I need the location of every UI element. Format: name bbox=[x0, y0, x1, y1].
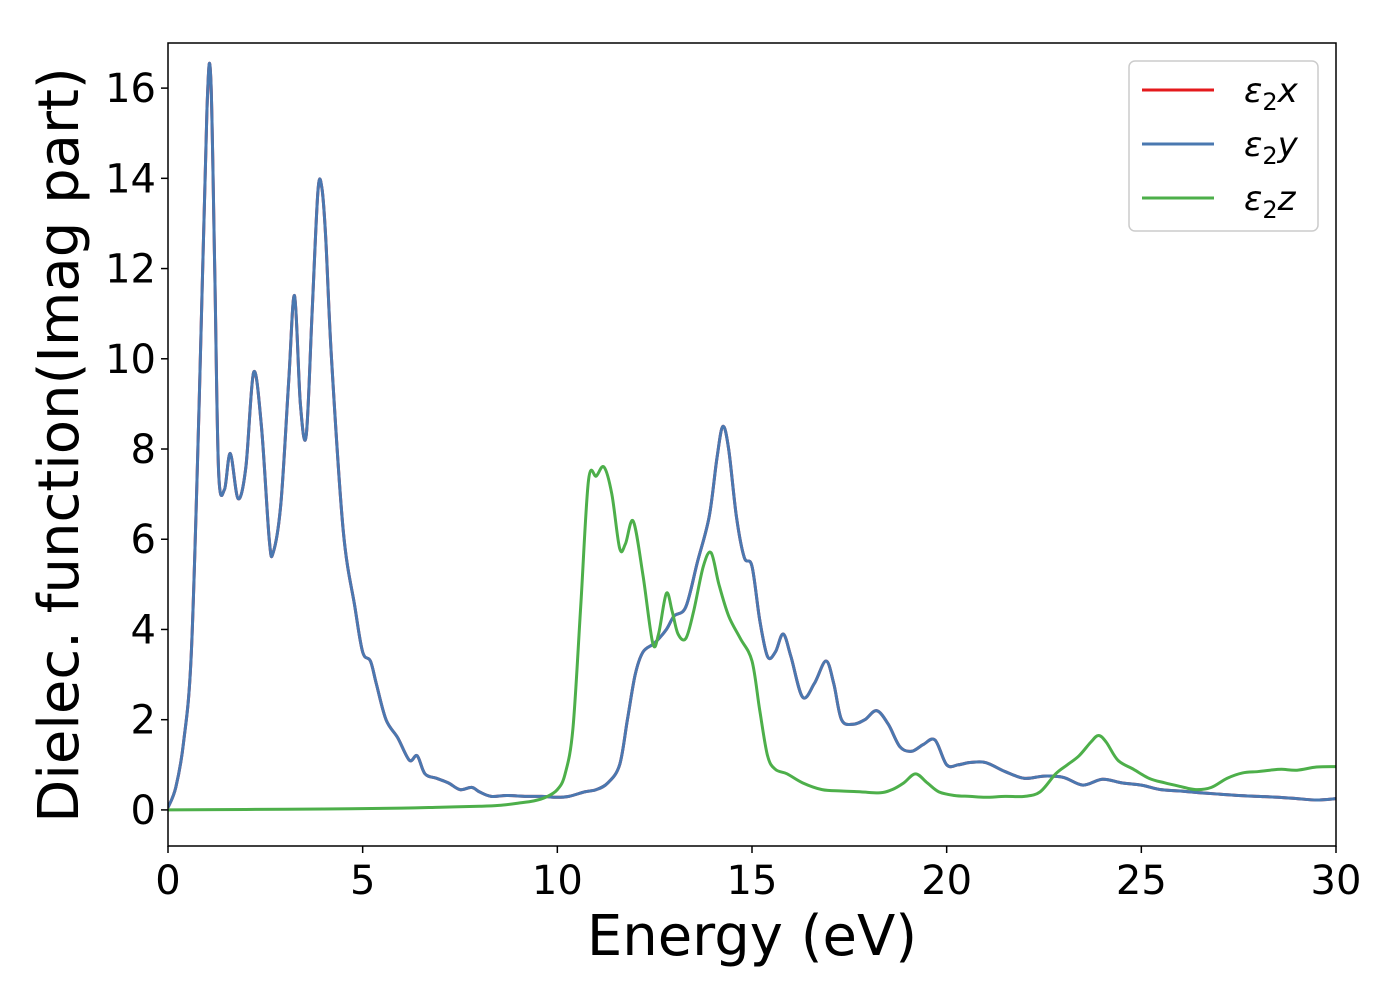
x-tick-label: 25 bbox=[1116, 858, 1167, 904]
x-axis-ticks: 0 5 10 15 20 25 30 bbox=[155, 846, 1361, 904]
legend-label-subscript: 2 bbox=[1262, 88, 1277, 116]
x-tick-label: 30 bbox=[1311, 858, 1362, 904]
y-tick-label: 12 bbox=[105, 247, 156, 293]
legend-label-suffix: z bbox=[1277, 179, 1297, 219]
y-tick-label: 10 bbox=[105, 337, 156, 383]
legend-label: ε2x bbox=[1244, 71, 1299, 116]
y-tick-label: 16 bbox=[105, 66, 156, 112]
series-line-z bbox=[168, 464, 1336, 812]
series-layer bbox=[168, 61, 1336, 812]
legend-label-suffix: x bbox=[1277, 71, 1299, 111]
y-tick-label: 2 bbox=[131, 698, 156, 744]
legend-label: ε2y bbox=[1244, 125, 1299, 170]
y-tick-label: 6 bbox=[131, 517, 156, 563]
x-tick-label: 10 bbox=[532, 858, 583, 904]
legend-label-subscript: 2 bbox=[1262, 196, 1277, 224]
y-tick-label: 4 bbox=[131, 607, 156, 653]
y-tick-label: 8 bbox=[131, 427, 156, 473]
y-tick-label: 14 bbox=[105, 156, 156, 202]
legend-label-base: ε bbox=[1244, 125, 1262, 165]
legend-label-base: ε bbox=[1244, 71, 1262, 111]
x-tick-label: 0 bbox=[155, 858, 180, 904]
series-line-y bbox=[168, 61, 1336, 809]
plot-frame bbox=[167, 42, 1337, 847]
legend-label: ε2z bbox=[1244, 179, 1297, 224]
legend-label-base: ε bbox=[1244, 179, 1262, 219]
legend-item-x: ε2x bbox=[1142, 71, 1299, 116]
legend-item-y: ε2y bbox=[1142, 125, 1299, 170]
y-axis-label: Dielec. function(Imag part) bbox=[27, 67, 92, 823]
x-tick-label: 5 bbox=[350, 858, 375, 904]
legend-label-subscript: 2 bbox=[1262, 142, 1277, 170]
y-tick-label: 0 bbox=[131, 788, 156, 834]
legend-label-suffix: y bbox=[1277, 125, 1299, 165]
x-tick-label: 20 bbox=[921, 858, 972, 904]
legend-box bbox=[1128, 60, 1319, 232]
legend-item-z: ε2z bbox=[1142, 179, 1297, 224]
y-axis-ticks: 0 2 4 6 8 10 12 14 16 bbox=[105, 66, 168, 834]
x-axis-label: Energy (eV) bbox=[587, 904, 917, 969]
x-tick-label: 15 bbox=[727, 858, 778, 904]
